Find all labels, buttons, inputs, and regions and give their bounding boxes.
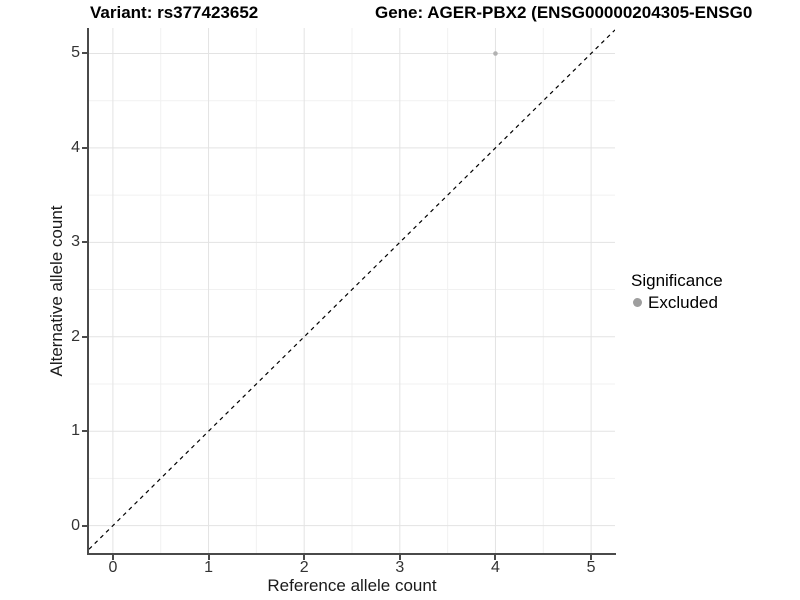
legend-items: Excluded xyxy=(631,293,723,312)
y-tick-label: 3 xyxy=(71,233,80,251)
y-tick-label: 2 xyxy=(71,327,80,345)
y-tick-label: 1 xyxy=(71,422,80,440)
x-tick-label: 4 xyxy=(491,559,500,576)
x-tick xyxy=(111,555,114,560)
plot-title-gene: Gene: AGER-PBX2 (ENSG00000204305-ENSG0 xyxy=(375,3,753,22)
legend-item: Excluded xyxy=(633,293,723,312)
plot-title-variant: Variant: rs377423652 xyxy=(90,3,259,22)
y-axis-line xyxy=(87,28,89,555)
x-tick-label: 5 xyxy=(586,559,596,576)
x-tick xyxy=(303,555,306,560)
x-tick xyxy=(398,555,401,560)
x-tick xyxy=(494,555,497,560)
x-tick-label: 3 xyxy=(395,559,405,576)
y-tick-label: 5 xyxy=(71,44,80,62)
legend-label: Excluded xyxy=(648,293,718,312)
legend-point-icon xyxy=(633,298,642,307)
legend-title: Significance xyxy=(631,271,723,290)
y-tick-label: 0 xyxy=(71,516,80,534)
x-tick xyxy=(590,555,593,560)
plot-panel xyxy=(88,28,616,553)
data-point xyxy=(493,51,498,56)
y-tick xyxy=(82,52,87,55)
x-axis-line xyxy=(87,553,616,555)
y-tick xyxy=(82,335,87,338)
x-tick-label: 2 xyxy=(299,559,309,576)
legend: Significance Excluded xyxy=(631,271,723,312)
x-tick xyxy=(207,555,210,560)
x-axis-title: Reference allele count xyxy=(267,576,437,595)
y-tick-label: 4 xyxy=(71,138,80,156)
y-tick xyxy=(82,241,87,244)
y-tick xyxy=(82,524,87,527)
x-tick-label: 1 xyxy=(204,559,213,576)
plot-canvas xyxy=(88,28,616,553)
x-tick-label: 0 xyxy=(108,559,118,576)
identity-reference-line xyxy=(88,29,616,550)
y-axis-title: Alternative allele count xyxy=(47,205,66,377)
y-tick xyxy=(82,430,87,433)
y-tick xyxy=(82,146,87,149)
